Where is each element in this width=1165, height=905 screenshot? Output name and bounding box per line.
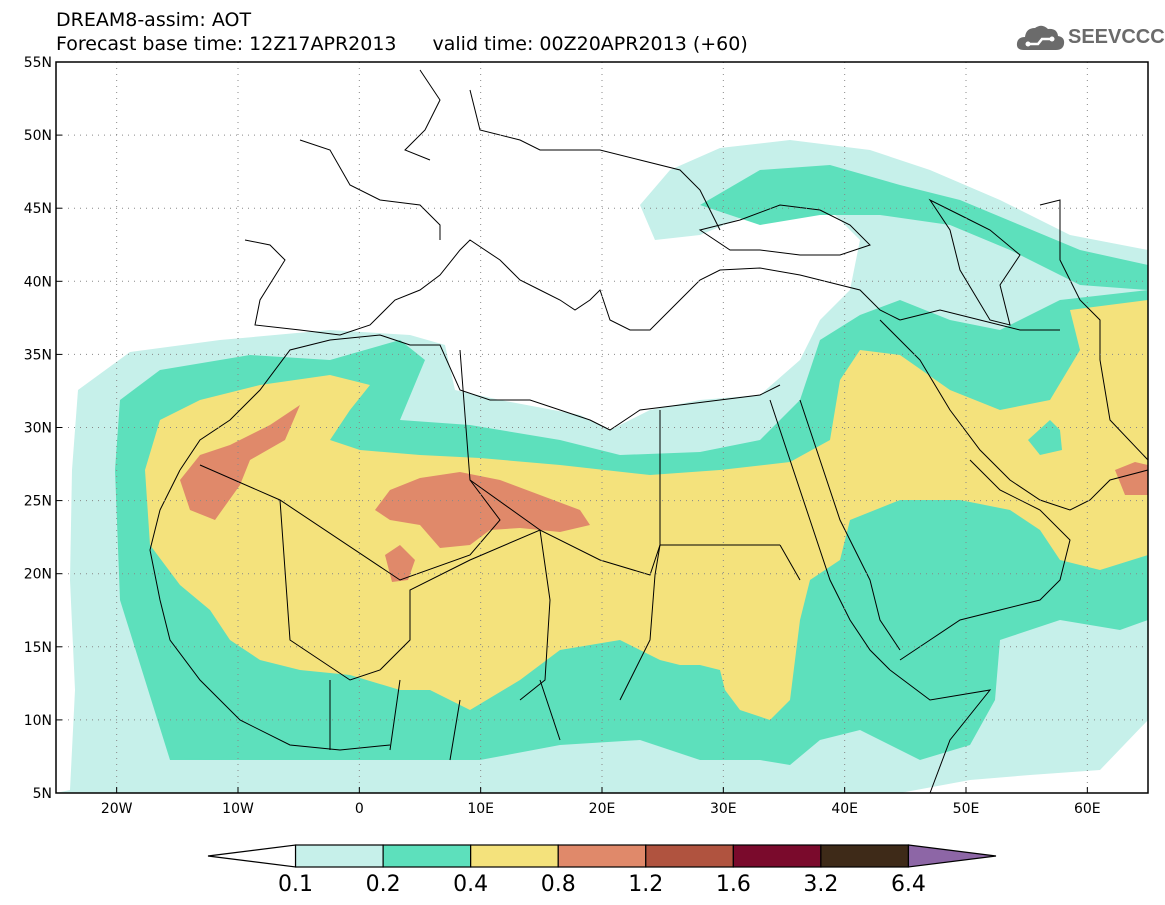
axis-ticks: 20W 10W 0 10E 20E 30E 40E 50E 60E 55N 50N 45N 40N 35N… <box>24 55 1101 817</box>
lon-label: 20E <box>589 801 616 817</box>
lon-label: 20W <box>101 801 133 817</box>
lat-label: 5N <box>33 786 52 802</box>
colorbar-swatch <box>907 844 997 868</box>
coastlines <box>149 69 1148 793</box>
colorbar-label: 3.2 <box>803 872 838 897</box>
lon-label: 10E <box>467 801 494 817</box>
lat-label: 25N <box>24 494 52 510</box>
lat-label: 50N <box>24 128 52 144</box>
lat-label: 35N <box>24 347 52 363</box>
cloud-icon <box>1016 25 1065 50</box>
lat-label: 20N <box>24 567 52 583</box>
graticule <box>56 62 1148 793</box>
aot-level-0.4 <box>145 300 1148 720</box>
lon-label: 30E <box>710 801 737 817</box>
colorbar-swatch <box>557 844 647 868</box>
seevccc-logo: SEEVCCC <box>1016 20 1165 54</box>
colorbar-swatch <box>470 844 559 868</box>
colorbar-label: 0.2 <box>366 872 401 897</box>
map-title: DREAM8-assim: AOT <box>56 9 252 31</box>
lat-label: 55N <box>24 55 52 71</box>
lat-label: 15N <box>24 640 52 656</box>
colorbar: 0.1 0.2 0.4 0.8 1.2 1.6 3.2 6.4 <box>207 844 997 897</box>
lon-label: 60E <box>1074 801 1101 817</box>
logo-text: SEEVCCC <box>1068 26 1165 48</box>
colorbar-swatch <box>207 844 297 868</box>
aot-level-0.8 <box>180 405 1148 582</box>
colorbar-swatch <box>382 844 472 868</box>
colorbar-label: 6.4 <box>891 872 926 897</box>
colorbar-swatch <box>645 844 734 868</box>
colorbar-swatch <box>820 844 910 868</box>
colorbar-label: 0.1 <box>278 872 313 897</box>
valid-time: valid time: 00Z20APR2013 (+60) <box>432 33 748 55</box>
colorbar-label: 0.4 <box>453 872 488 897</box>
colorbar-swatch <box>294 844 384 868</box>
lon-label: 0 <box>355 801 364 817</box>
lat-label: 30N <box>24 421 52 437</box>
lon-label: 40E <box>831 801 858 817</box>
colorbar-swatch <box>732 844 822 868</box>
map-subtitle: Forecast base time: 12Z17APR2013 valid ti… <box>56 34 748 54</box>
colorbar-label: 1.2 <box>628 872 663 897</box>
colorbar-label: 1.6 <box>716 872 751 897</box>
colorbar-label: 0.8 <box>541 872 576 897</box>
lat-label: 10N <box>24 713 52 729</box>
lon-label: 50E <box>953 801 980 817</box>
forecast-base-time: Forecast base time: 12Z17APR2013 <box>56 33 397 55</box>
lat-label: 40N <box>24 274 52 290</box>
lat-label: 45N <box>24 201 52 217</box>
lon-label: 10W <box>222 801 254 817</box>
